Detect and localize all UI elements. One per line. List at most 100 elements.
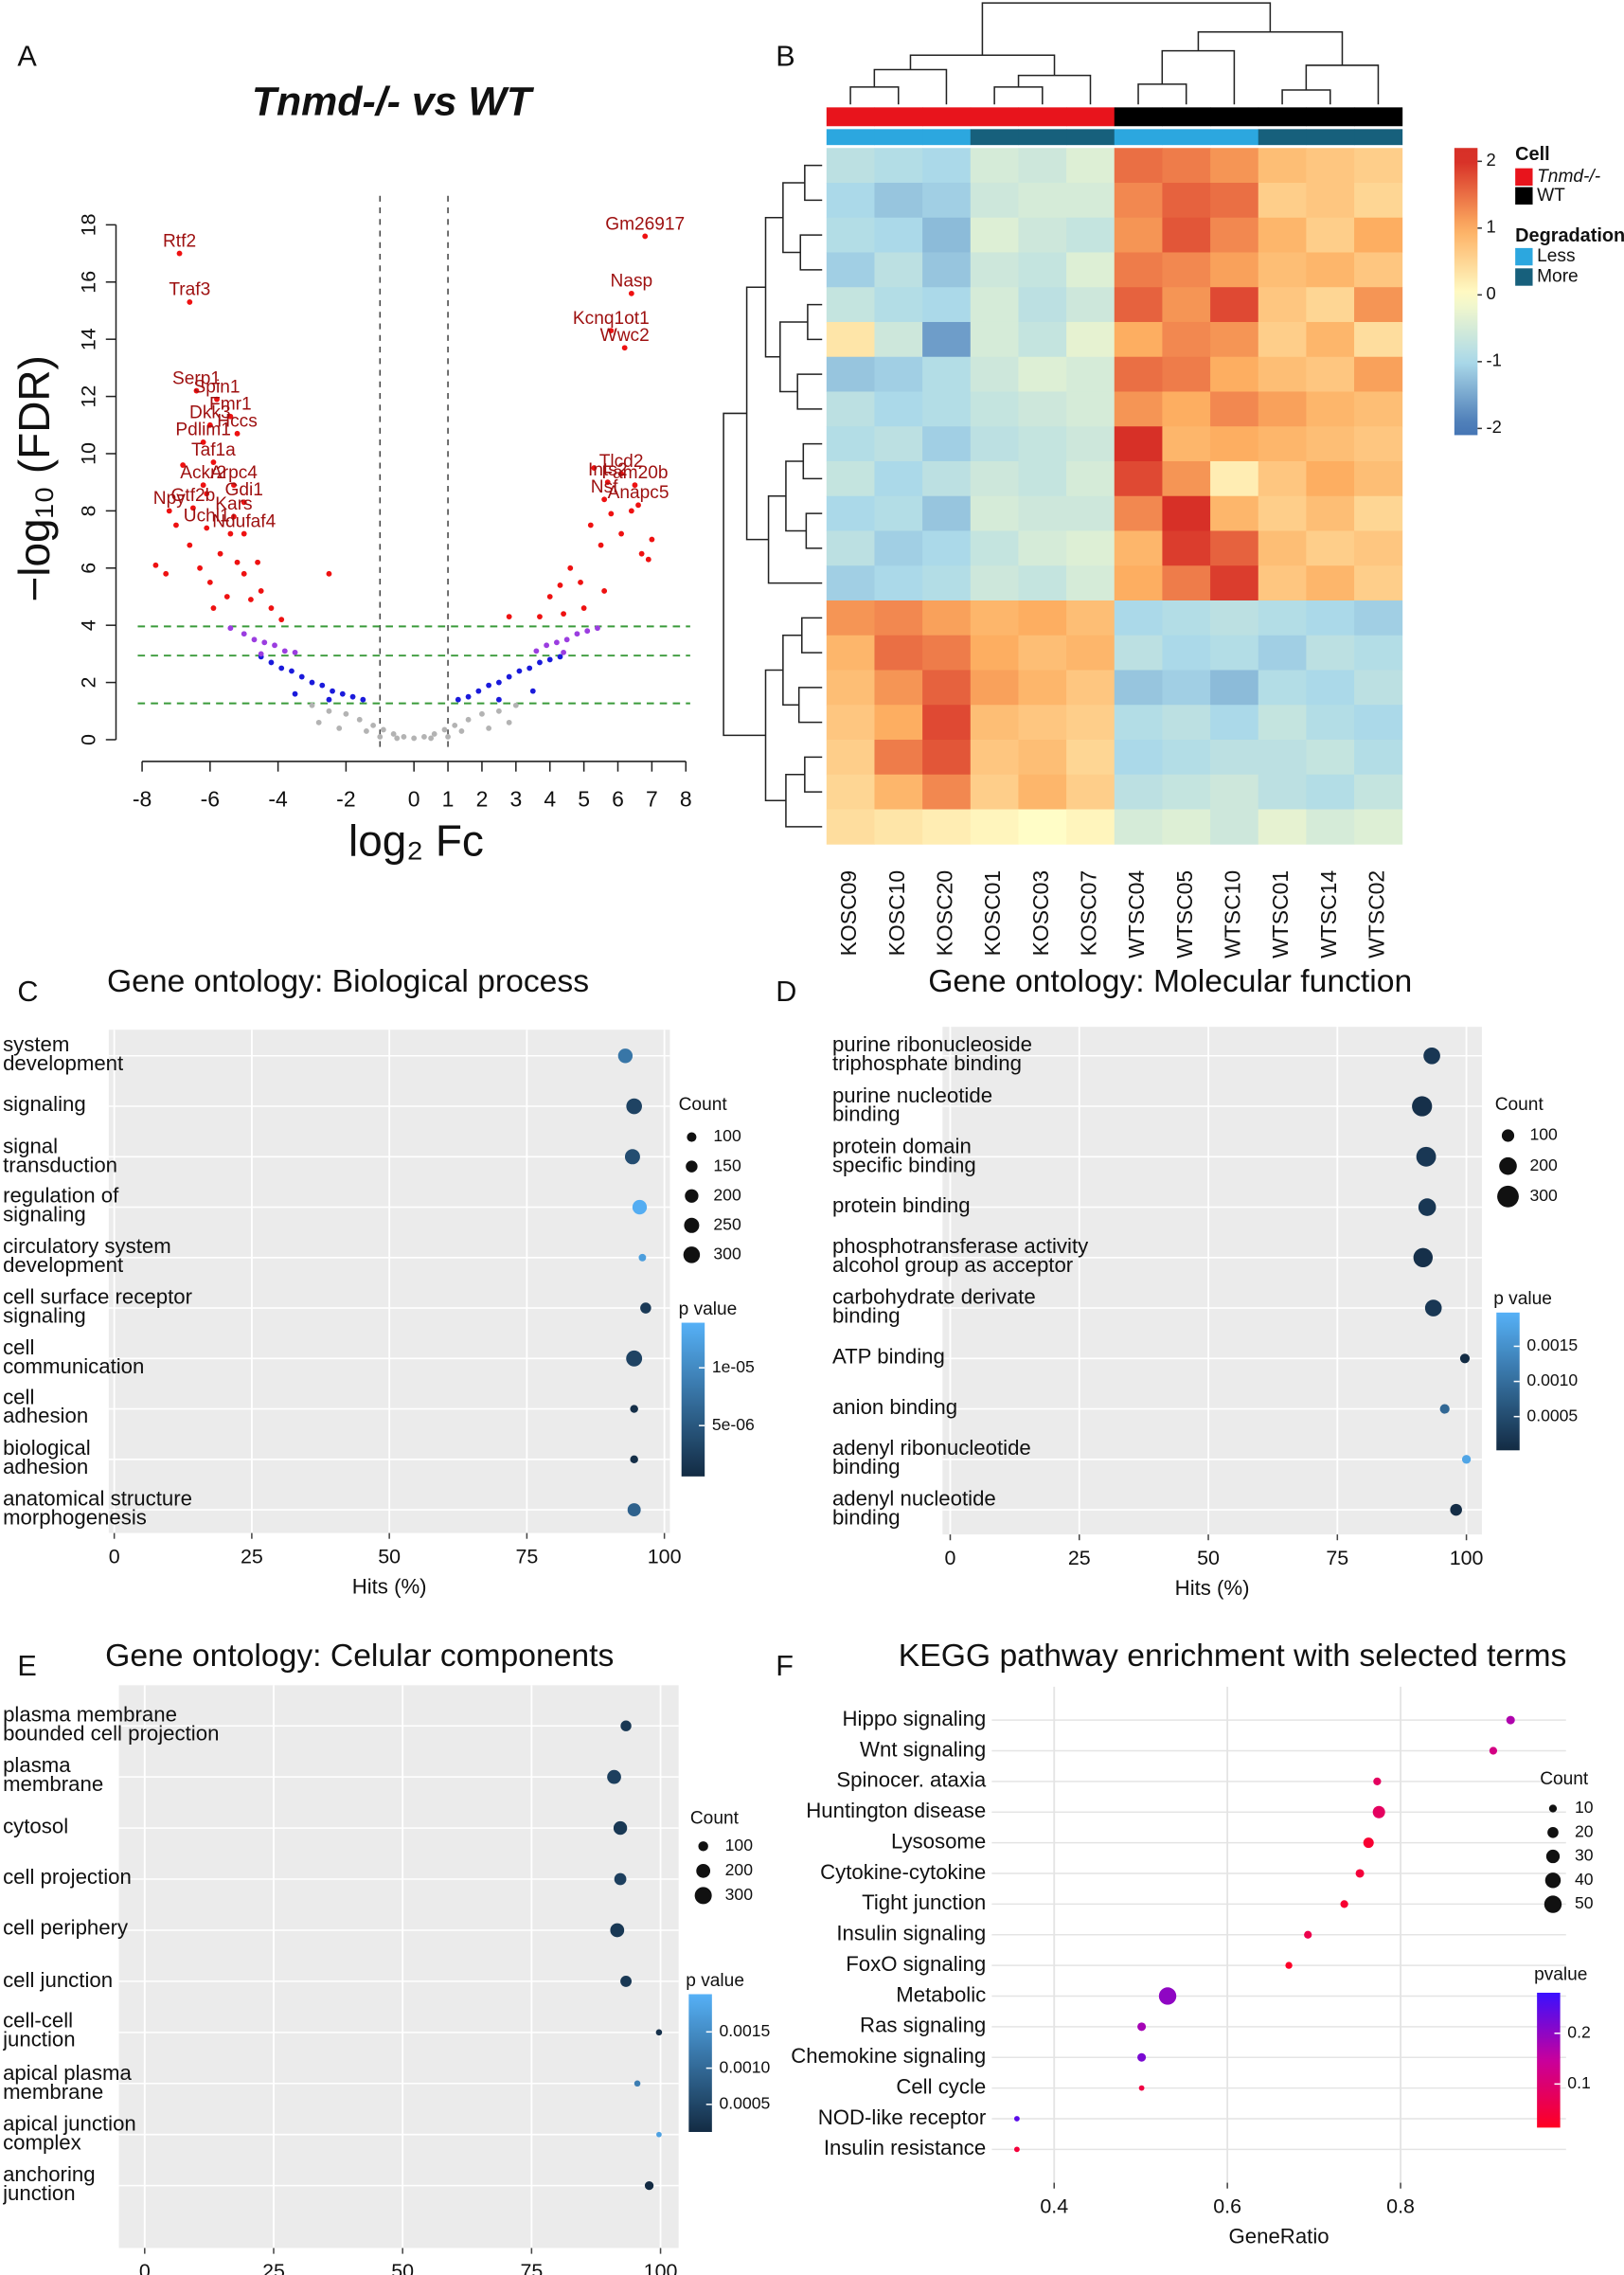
heatmap-cell xyxy=(1210,809,1259,845)
heatmap-cell xyxy=(1066,809,1115,845)
heatmap-cell xyxy=(1258,635,1307,671)
dot xyxy=(1355,1869,1365,1878)
heatmap-cell xyxy=(1258,426,1307,462)
heatmap-cell xyxy=(922,809,972,845)
heatmap-cell xyxy=(826,391,875,427)
heatmap-cell xyxy=(874,495,923,531)
category-label-box: adenyl ribonucleotide binding xyxy=(832,1439,1031,1478)
category-label: Insulin resistance xyxy=(824,2136,986,2159)
panel-letter: A xyxy=(17,40,37,72)
category-label: apical junction complex xyxy=(3,2112,136,2156)
colorbar-label: 1 xyxy=(1487,217,1496,237)
heatmap-cell xyxy=(826,635,875,671)
point xyxy=(278,665,285,672)
point xyxy=(445,734,451,740)
category-label: Tight junction xyxy=(862,1890,986,1914)
x-tick-label: 25 xyxy=(1068,1547,1091,1569)
heatmap-cell xyxy=(874,182,923,219)
colorbar-label: -1 xyxy=(1487,350,1502,370)
heatmap-cell xyxy=(1114,182,1163,219)
point xyxy=(561,649,566,655)
labeled-point xyxy=(231,482,237,489)
x-tick-label: -6 xyxy=(201,786,220,811)
point xyxy=(561,611,566,618)
point xyxy=(356,716,363,723)
colorbar-label: -2 xyxy=(1487,417,1502,437)
point xyxy=(326,696,332,703)
heatmap-cell xyxy=(1018,426,1067,462)
degradation-annotation xyxy=(1354,129,1403,146)
category-label-box: anchoring junction xyxy=(3,2163,96,2207)
point xyxy=(241,570,247,577)
dot xyxy=(634,2080,641,2087)
dot xyxy=(1489,1747,1498,1755)
size-legend-label: 200 xyxy=(713,1185,741,1204)
row-dendrogram xyxy=(723,164,823,828)
category-label-box: ATP binding xyxy=(832,1347,945,1368)
heatmap-cell xyxy=(1114,600,1163,636)
x-tick-label: -4 xyxy=(268,786,288,811)
point xyxy=(638,550,645,557)
x-tick-label: 0 xyxy=(139,2260,151,2275)
column-label: KOSC20 xyxy=(933,870,957,957)
heatmap-cell xyxy=(1066,635,1115,671)
heatmap-cell xyxy=(922,705,972,741)
heatmap-cell xyxy=(922,356,972,392)
dot xyxy=(1506,1715,1515,1725)
heatmap-cell xyxy=(1306,426,1355,462)
heatmap-cell xyxy=(1114,495,1163,531)
heatmap-cell xyxy=(922,739,972,776)
heatmap-cell xyxy=(1114,635,1163,671)
color-legend-title: p value xyxy=(679,1299,738,1319)
category-label: circulatory system development xyxy=(3,1235,171,1279)
category-label-box: phosphotransferase activity alcohol grou… xyxy=(832,1237,1088,1277)
category-label: cell-cell junction xyxy=(3,2010,76,2053)
heatmap-cell xyxy=(874,287,923,323)
point xyxy=(390,731,397,737)
heatmap-cell xyxy=(970,356,1019,392)
heatmap-cell xyxy=(1354,774,1403,810)
point xyxy=(377,734,384,740)
chart-title: Tnmd-/- vs WT xyxy=(252,80,535,125)
dot xyxy=(1412,1096,1433,1117)
point xyxy=(241,631,247,637)
gene-label: Gtf2b xyxy=(171,486,216,506)
heatmap-cell xyxy=(970,182,1019,219)
x-tick-label: 100 xyxy=(1450,1547,1484,1569)
panel-letter: E xyxy=(17,1650,36,1682)
size-legend-label: 30 xyxy=(1575,1846,1594,1865)
gene-label: Pdlim1 xyxy=(175,421,230,440)
x-axis-label: GeneRatio xyxy=(1229,2225,1330,2248)
point xyxy=(495,696,502,703)
heatmap-cell xyxy=(970,774,1019,810)
category-label: cell communication xyxy=(3,1336,145,1379)
category-label: NOD-like receptor xyxy=(818,2105,987,2129)
gene-label: Dkk3 xyxy=(189,403,231,423)
category-label: cytosol xyxy=(3,1816,69,1839)
category-label: anchoring junction xyxy=(3,2163,96,2207)
heatmap-cell xyxy=(826,565,875,601)
degradation-annotation xyxy=(1162,129,1211,146)
x-axis-label: Hits (%) xyxy=(1175,1576,1250,1600)
heatmap-cell xyxy=(1018,739,1067,776)
category-label-box: apical junction complex xyxy=(3,2112,136,2156)
heatmap-cell xyxy=(874,635,923,671)
heatmap-cell xyxy=(922,148,972,184)
gene-label: Taf1a xyxy=(191,440,236,460)
dot xyxy=(626,1098,642,1115)
dot xyxy=(1340,1900,1348,1908)
heatmap-cell xyxy=(1018,705,1067,741)
labeled-point xyxy=(206,421,213,428)
heatmap-cell xyxy=(1354,635,1403,671)
heatmap-cell xyxy=(970,252,1019,288)
cell-annotation xyxy=(922,107,972,127)
gene-label: Gm26917 xyxy=(605,214,685,234)
dot xyxy=(630,1405,638,1413)
heatmap-cell xyxy=(970,670,1019,706)
heatmap-cell xyxy=(1066,705,1115,741)
size-legend-dot xyxy=(1499,1156,1517,1175)
labeled-point xyxy=(618,471,625,477)
category-label-box: plasma membrane xyxy=(3,1756,103,1796)
point xyxy=(455,696,461,703)
heatmap-cell xyxy=(1066,600,1115,636)
